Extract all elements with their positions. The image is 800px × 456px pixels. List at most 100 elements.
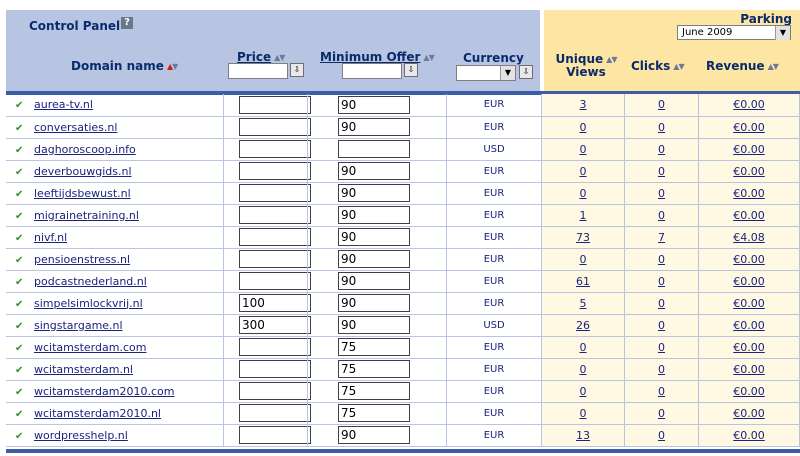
- min-offer-input[interactable]: 75: [338, 338, 410, 356]
- unique-views-link[interactable]: 0: [579, 164, 587, 178]
- revenue-link[interactable]: €0.00: [733, 164, 765, 178]
- clicks-link[interactable]: 0: [658, 142, 665, 156]
- domain-link[interactable]: migrainetraining.nl: [34, 208, 139, 222]
- unique-views-link[interactable]: 0: [579, 120, 587, 134]
- unique-views-link[interactable]: 0: [579, 340, 587, 354]
- domain-link[interactable]: daghoroscoop.info: [34, 142, 136, 156]
- revenue-link[interactable]: €0.00: [733, 120, 765, 134]
- clicks-link[interactable]: 0: [658, 98, 665, 112]
- clicks-sort-icon[interactable]: ▲▼: [673, 62, 684, 71]
- price-input[interactable]: [239, 162, 311, 180]
- price-input[interactable]: [239, 250, 311, 268]
- min-offer-input[interactable]: 90: [338, 206, 410, 224]
- revenue-link[interactable]: €0.00: [733, 296, 765, 310]
- unique-views-link[interactable]: 0: [579, 142, 587, 156]
- min-offer-input[interactable]: 90: [338, 118, 410, 136]
- chevron-down-icon[interactable]: ▼: [500, 66, 515, 80]
- clicks-link[interactable]: 0: [658, 318, 665, 332]
- clicks-link[interactable]: 0: [658, 120, 665, 134]
- min-offer-input[interactable]: 90: [338, 426, 410, 444]
- price-filter-button[interactable]: ⇩: [290, 63, 304, 77]
- domain-link[interactable]: aurea-tv.nl: [34, 98, 93, 112]
- price-input[interactable]: [239, 272, 311, 290]
- revenue-link[interactable]: €0.00: [733, 186, 765, 200]
- revenue-link[interactable]: €4.08: [733, 230, 765, 244]
- min-offer-column-header[interactable]: Minimum Offer ▲▼: [320, 50, 435, 64]
- clicks-link[interactable]: 0: [658, 164, 665, 178]
- min-offer-input[interactable]: 90: [338, 228, 410, 246]
- min-offer-input[interactable]: 75: [338, 404, 410, 422]
- revenue-link[interactable]: €0.00: [733, 274, 765, 288]
- price-input[interactable]: [239, 95, 311, 114]
- price-input[interactable]: [239, 426, 311, 444]
- min-offer-input[interactable]: [338, 140, 410, 158]
- price-input[interactable]: [239, 382, 311, 400]
- revenue-sort-icon[interactable]: ▲▼: [768, 62, 779, 71]
- clicks-link[interactable]: 0: [658, 340, 665, 354]
- min-offer-input[interactable]: 90: [338, 95, 410, 114]
- domain-link[interactable]: leeftijdsbewust.nl: [34, 186, 131, 200]
- price-input[interactable]: [239, 360, 311, 378]
- domain-column-header[interactable]: Domain name ▲▼: [71, 59, 178, 73]
- clicks-link[interactable]: 0: [658, 274, 665, 288]
- clicks-link[interactable]: 0: [658, 186, 665, 200]
- price-input[interactable]: 100: [239, 294, 311, 312]
- revenue-link[interactable]: €0.00: [733, 142, 765, 156]
- revenue-link[interactable]: €0.00: [733, 362, 765, 376]
- clicks-link[interactable]: 0: [658, 252, 665, 266]
- min-offer-input[interactable]: 75: [338, 360, 410, 378]
- revenue-link[interactable]: €0.00: [733, 406, 765, 420]
- month-select[interactable]: June 2009 ▼: [677, 25, 791, 40]
- revenue-link[interactable]: €0.00: [733, 428, 765, 442]
- domain-link[interactable]: wcitamsterdam2010.nl: [34, 406, 161, 420]
- domain-link[interactable]: wordpresshelp.nl: [34, 428, 128, 442]
- price-input[interactable]: [239, 118, 311, 136]
- domain-link[interactable]: wcitamsterdam2010.com: [34, 384, 175, 398]
- price-input[interactable]: [239, 206, 311, 224]
- domain-link[interactable]: wcitamsterdam.com: [34, 340, 147, 354]
- revenue-column-header[interactable]: Revenue ▲▼: [706, 59, 779, 73]
- unique-views-link[interactable]: 0: [579, 362, 587, 376]
- unique-views-link[interactable]: 13: [576, 428, 590, 442]
- unique-views-link[interactable]: 0: [579, 252, 587, 266]
- revenue-link[interactable]: €0.00: [733, 208, 765, 222]
- price-sort-icon[interactable]: ▲▼: [274, 53, 285, 62]
- unique-views-link[interactable]: 73: [576, 230, 590, 244]
- min-offer-input[interactable]: 75: [338, 382, 410, 400]
- clicks-link[interactable]: 0: [658, 406, 665, 420]
- min-offer-input[interactable]: 90: [338, 272, 410, 290]
- min-offer-input[interactable]: 90: [338, 250, 410, 268]
- price-input[interactable]: 300: [239, 316, 311, 334]
- domain-sort-icon[interactable]: ▲▼: [167, 62, 178, 71]
- clicks-link[interactable]: 0: [658, 384, 665, 398]
- revenue-link[interactable]: €0.00: [733, 98, 765, 112]
- price-input[interactable]: [239, 338, 311, 356]
- unique-views-link[interactable]: 26: [576, 318, 590, 332]
- unique-views-link[interactable]: 5: [579, 296, 587, 310]
- clicks-link[interactable]: 0: [658, 296, 665, 310]
- unique-views-link[interactable]: 0: [579, 406, 587, 420]
- clicks-link[interactable]: 0: [658, 362, 665, 376]
- min-offer-input[interactable]: 90: [338, 294, 410, 312]
- domain-link[interactable]: wcitamsterdam.nl: [34, 362, 133, 376]
- unique-views-column-header[interactable]: Unique ▲▼ Views: [551, 53, 621, 79]
- unique-views-sort-icon[interactable]: ▲▼: [606, 53, 617, 66]
- price-filter-input[interactable]: [228, 63, 288, 79]
- revenue-link[interactable]: €0.00: [733, 340, 765, 354]
- help-icon[interactable]: ?: [121, 17, 133, 29]
- min-offer-filter-input[interactable]: [342, 63, 402, 79]
- min-offer-sort-icon[interactable]: ▲▼: [423, 53, 434, 62]
- price-input[interactable]: [239, 184, 311, 202]
- domain-link[interactable]: pensioenstress.nl: [34, 252, 131, 266]
- clicks-link[interactable]: 7: [658, 230, 665, 244]
- domain-link[interactable]: deverbouwgids.nl: [34, 164, 132, 178]
- revenue-link[interactable]: €0.00: [733, 318, 765, 332]
- clicks-link[interactable]: 0: [658, 428, 665, 442]
- domain-link[interactable]: podcastnederland.nl: [34, 274, 147, 288]
- unique-views-link[interactable]: 61: [576, 274, 590, 288]
- domain-link[interactable]: conversaties.nl: [34, 120, 118, 134]
- min-offer-input[interactable]: 90: [338, 184, 410, 202]
- domain-link[interactable]: nivf.nl: [34, 230, 68, 244]
- clicks-column-header[interactable]: Clicks ▲▼: [631, 59, 685, 73]
- min-offer-input[interactable]: 90: [338, 316, 410, 334]
